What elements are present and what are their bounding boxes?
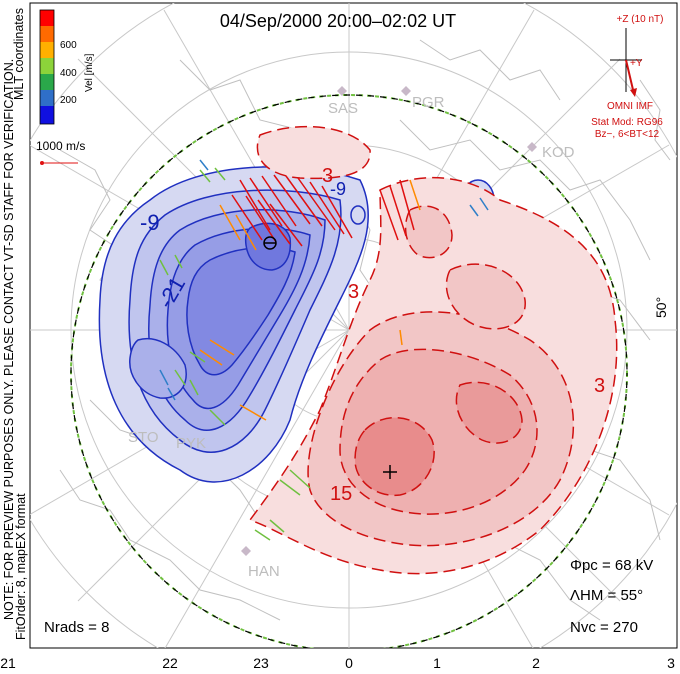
colorbar-label: Vel [m/s] (84, 53, 95, 92)
mlt-tick: 22 (162, 655, 178, 671)
stat-model: Stat Mod: RG96 (591, 117, 663, 128)
station-label: STO (128, 429, 159, 446)
station-label: SAS (328, 100, 358, 117)
mlt-tick: 1 (433, 655, 441, 671)
velocity-vectors (159, 159, 489, 541)
positive-potential-cell (248, 125, 618, 575)
phi-pc: Φpc = 68 kV (570, 557, 653, 574)
lambda-hm: ΛHM = 55° (570, 587, 643, 604)
contour-label: 3 (348, 281, 359, 303)
fit-order-label: FitOrder: 8, mapEX format (14, 493, 28, 640)
imf-clock: +Z (10 nT) +Y OMNI IMF Stat Mod: RG96 Bz… (591, 14, 663, 140)
contour-label: -9 (330, 179, 346, 199)
colorbar-tick: 200 (60, 95, 77, 106)
mlt-tick: 3 (667, 655, 675, 671)
station-label: PGR (412, 94, 445, 111)
imf-bz-label: +Z (10 nT) (617, 14, 664, 25)
imf-condition: Bz−, 6<BT<12 (595, 129, 660, 140)
mlt-tick: 2 (532, 655, 540, 671)
scale-vector (40, 161, 78, 165)
fit-statistics: Φpc = 68 kV ΛHM = 55° Nvc = 270 Nrads = … (44, 557, 653, 636)
imf-by-label: +Y (630, 58, 643, 69)
mlt-axis: 21 22 23 0 1 2 3 (0, 655, 675, 671)
mlt-tick: 0 (345, 655, 353, 671)
mlt-tick: 23 (253, 655, 269, 671)
mlt-tick: 21 (0, 655, 16, 671)
potential-min-marker (263, 236, 277, 250)
coordinates-label: MLT coordinates (12, 8, 26, 100)
preview-note: NOTE: FOR PREVIEW PURPOSES ONLY. PLEASE … (2, 59, 16, 620)
velocity-colorbar: 600 400 200 Vel [m/s] (39, 9, 95, 125)
contour-label: 3 (322, 165, 333, 187)
contour-label: 15 (330, 483, 352, 505)
contour-label: -9 (140, 210, 160, 235)
imf-source: OMNI IMF (607, 101, 653, 112)
n-rads: Nrads = 8 (44, 619, 109, 636)
map-title: 04/Sep/2000 20:00–02:02 UT (220, 11, 456, 31)
potential-max-marker (383, 465, 397, 479)
station-label: KOD (542, 144, 575, 161)
latitude-label: 50° (653, 297, 669, 318)
colorbar-tick: 400 (60, 68, 77, 79)
station-label: HAN (248, 563, 280, 580)
n-vc: Nvc = 270 (570, 619, 638, 636)
colorbar-tick: 600 (60, 40, 77, 51)
contour-label: 3 (594, 375, 605, 397)
station-label: PYK (176, 435, 206, 452)
scale-vector-label: 1000 m/s (36, 139, 85, 153)
